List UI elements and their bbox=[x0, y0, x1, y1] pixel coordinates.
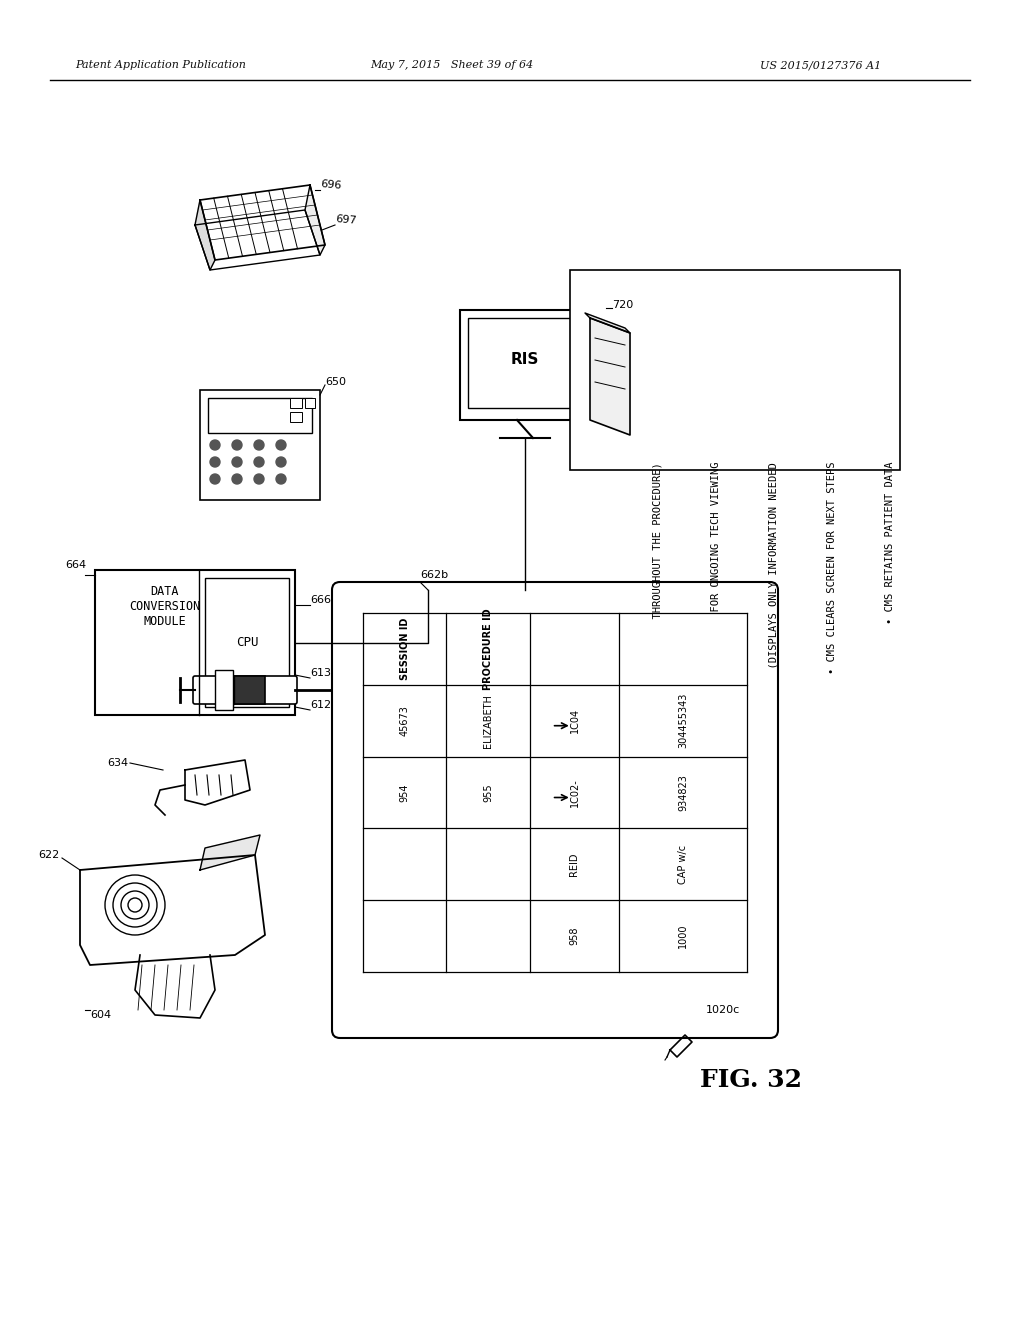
Text: 697: 697 bbox=[334, 214, 357, 226]
Text: 955: 955 bbox=[483, 783, 493, 801]
Text: 664: 664 bbox=[65, 560, 86, 570]
Bar bbox=[228, 676, 233, 704]
Text: 662b: 662b bbox=[420, 570, 447, 579]
Bar bbox=[305, 399, 315, 408]
Text: RIS: RIS bbox=[511, 352, 539, 367]
Bar bbox=[95, 570, 294, 715]
Circle shape bbox=[276, 474, 285, 484]
Circle shape bbox=[276, 440, 285, 450]
Text: 45673: 45673 bbox=[399, 705, 410, 737]
Circle shape bbox=[231, 440, 242, 450]
Bar bbox=[358, 609, 751, 1012]
Text: CPU: CPU bbox=[235, 636, 258, 649]
Bar bbox=[570, 271, 899, 470]
Bar bbox=[229, 676, 265, 704]
Text: DATA
CONVERSION
MODULE: DATA CONVERSION MODULE bbox=[129, 585, 201, 628]
Polygon shape bbox=[79, 855, 265, 965]
Text: PROCEDURE ID: PROCEDURE ID bbox=[483, 609, 493, 690]
Text: 720: 720 bbox=[611, 300, 633, 310]
Text: 612: 612 bbox=[310, 700, 331, 710]
Circle shape bbox=[210, 457, 220, 467]
Circle shape bbox=[210, 440, 220, 450]
Text: CAP w/c: CAP w/c bbox=[678, 845, 688, 884]
Text: FIG. 32: FIG. 32 bbox=[699, 1068, 801, 1092]
Text: 634: 634 bbox=[107, 758, 127, 768]
Bar bbox=[190, 880, 239, 925]
Text: ELIZABETH: ELIZABETH bbox=[483, 694, 493, 747]
Text: THROUGHOUT THE PROCEDURE): THROUGHOUT THE PROCEDURE) bbox=[652, 462, 662, 631]
Bar bbox=[208, 399, 312, 433]
Polygon shape bbox=[184, 760, 250, 805]
Bar bbox=[468, 318, 582, 408]
Text: • CMS CLEARS SCREEN FOR NEXT STEPS: • CMS CLEARS SCREEN FOR NEXT STEPS bbox=[826, 462, 837, 675]
Circle shape bbox=[231, 457, 242, 467]
Circle shape bbox=[254, 457, 264, 467]
Circle shape bbox=[254, 474, 264, 484]
Bar bbox=[289, 399, 302, 408]
Polygon shape bbox=[195, 201, 215, 271]
Text: May 7, 2015   Sheet 39 of 64: May 7, 2015 Sheet 39 of 64 bbox=[370, 59, 533, 70]
Text: FOR ONGOING TECH VIEWING: FOR ONGOING TECH VIEWING bbox=[710, 462, 720, 624]
Text: 1000: 1000 bbox=[678, 924, 688, 948]
Text: 613: 613 bbox=[310, 668, 331, 678]
Bar bbox=[195, 884, 234, 917]
Text: • CMS RETAINS PATIENT DATA: • CMS RETAINS PATIENT DATA bbox=[884, 462, 894, 624]
Text: 650: 650 bbox=[325, 378, 345, 387]
FancyBboxPatch shape bbox=[331, 582, 777, 1038]
Text: SESSION ID: SESSION ID bbox=[399, 618, 410, 680]
Circle shape bbox=[231, 474, 242, 484]
Text: 934823: 934823 bbox=[678, 774, 688, 810]
Polygon shape bbox=[305, 185, 325, 255]
Bar bbox=[215, 671, 232, 710]
Text: 696: 696 bbox=[320, 180, 341, 191]
Circle shape bbox=[276, 457, 285, 467]
Text: 1C02-: 1C02- bbox=[569, 777, 579, 807]
Text: 958: 958 bbox=[569, 927, 579, 945]
Circle shape bbox=[210, 474, 220, 484]
Text: 604: 604 bbox=[90, 1010, 111, 1020]
Polygon shape bbox=[589, 318, 630, 436]
Polygon shape bbox=[585, 313, 630, 333]
Text: 1C04: 1C04 bbox=[569, 708, 579, 734]
Polygon shape bbox=[200, 185, 325, 260]
Polygon shape bbox=[200, 836, 260, 870]
Circle shape bbox=[254, 440, 264, 450]
Text: 622: 622 bbox=[39, 850, 60, 861]
FancyBboxPatch shape bbox=[193, 676, 297, 704]
Text: 666: 666 bbox=[310, 595, 331, 605]
Text: REID: REID bbox=[569, 853, 579, 876]
Bar bbox=[289, 412, 302, 422]
Text: (DISPLAYS ONLY INFORMATION NEEDED: (DISPLAYS ONLY INFORMATION NEEDED bbox=[768, 462, 779, 681]
Polygon shape bbox=[135, 954, 215, 1018]
Text: 954: 954 bbox=[399, 783, 410, 801]
Bar bbox=[460, 310, 589, 420]
Text: 1020c: 1020c bbox=[705, 1005, 739, 1015]
Text: US 2015/0127376 A1: US 2015/0127376 A1 bbox=[759, 59, 880, 70]
Text: 304455343: 304455343 bbox=[678, 693, 688, 748]
Bar bbox=[205, 578, 288, 708]
Bar bbox=[200, 389, 320, 500]
Text: Patent Application Publication: Patent Application Publication bbox=[75, 59, 246, 70]
